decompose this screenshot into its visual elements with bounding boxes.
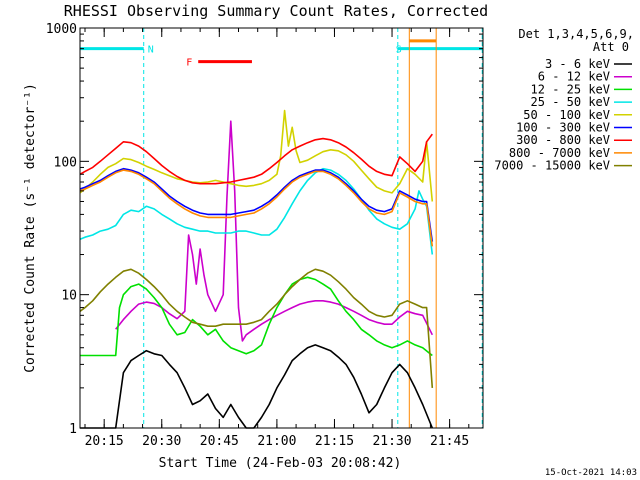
x-axis: 20:15 20:30 20:45 21:00 21:15 21:30 21:45 [84,28,470,449]
series-line-50-100-kev [79,109,434,202]
legend-header-1: Det 1,3,4,5,6,9, [518,27,634,41]
x-tick-label: 20:30 [142,434,181,449]
series-line-6-12-kev [115,120,434,342]
x-tick-label: 21:30 [372,434,411,449]
footer-date: 15-Oct-2021 14:03 [545,468,637,478]
legend-label: 25 - 50 keV [531,95,610,109]
legend-label: 3 - 6 keV [545,57,610,71]
series-line-12-25-kev [80,276,433,357]
series-line-7000-15000-kev [79,268,434,388]
series-line-100-300-kev [79,167,434,242]
series-line-25-50-kev [79,167,434,255]
series-line-300-800-kev [79,133,433,185]
chart-title: RHESSI Observing Summary Count Rates, Co… [64,2,488,20]
y-axis: 1 10 100 1000 [46,22,483,437]
legend-label: 800 - 7000 keV [509,146,610,160]
legend-label: 50 - 100 keV [523,108,610,122]
x-tick-label: 20:15 [85,434,124,449]
plot-frame [79,27,484,429]
x-tick-label: 21:15 [315,434,354,449]
y-tick-label: 1000 [46,22,77,37]
plot-area: N F S [79,28,483,429]
y-tick-label: 100 [54,155,77,170]
annotation-label-s: S [396,45,402,56]
legend-header-2: Att 0 [593,40,629,54]
y-tick-label: 1 [69,422,77,437]
legend-label: 300 - 800 keV [516,133,610,147]
series-line-3-6-kev [80,344,434,429]
x-tick-label: 20:45 [200,434,239,449]
legend-label: 12 - 25 keV [531,82,610,96]
y-axis-label: Corrected Count Rate (s⁻¹ detector⁻¹) [23,83,38,373]
x-tick-label: 21:45 [430,434,469,449]
y-tick-label: 10 [61,289,77,304]
series-line-800-7000-kev [79,169,434,247]
legend-label: 6 - 12 keV [538,70,610,84]
annotation-label-n: N [148,45,154,56]
x-axis-label: Start Time (24-Feb-03 20:08:42) [159,456,402,471]
x-tick-label: 21:00 [257,434,296,449]
legend-label: 7000 - 15000 keV [494,159,610,173]
annotation-label-f: F [186,58,192,69]
legend-label: 100 - 300 keV [516,121,610,135]
